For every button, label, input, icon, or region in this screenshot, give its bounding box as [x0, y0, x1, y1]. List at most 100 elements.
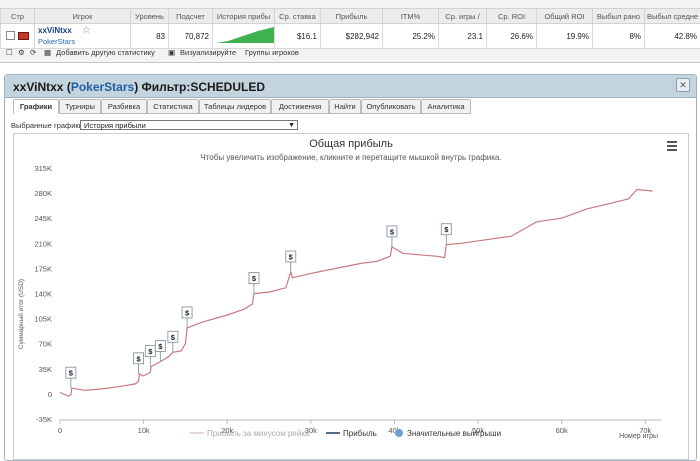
big-win-flag[interactable]: [386, 225, 398, 238]
y-tick-label: 245K: [34, 214, 52, 223]
big-win-flag[interactable]: [181, 306, 193, 319]
refresh-icon[interactable]: ⟳: [30, 48, 37, 57]
panel-player-name: xxViNtxx: [13, 80, 64, 94]
y-tick-label: 315K: [34, 164, 52, 173]
col-header[interactable]: Общий ROI: [536, 8, 593, 24]
legend-item-net[interactable]: Прибыль за минусом рейка: [207, 429, 310, 438]
big-win-dollar-icon: $: [69, 369, 74, 378]
big-win-dollar-icon: $: [171, 333, 176, 342]
col-header[interactable]: Ср. игры /: [438, 8, 487, 24]
chevron-down-icon: ▼: [288, 122, 295, 129]
stats-header-row: Стр Игрок Уровень Подсчет История прибы …: [0, 8, 700, 24]
big-win-dollar-icon: $: [252, 274, 257, 283]
tab-charts[interactable]: Графики: [13, 99, 59, 114]
col-header[interactable]: Уровень: [130, 8, 169, 24]
big-win-dollar-icon: $: [185, 308, 190, 317]
avg-roi-cell: 26.6%: [486, 23, 537, 49]
big-win-flag[interactable]: [440, 223, 452, 236]
big-win-dollar-icon: $: [137, 354, 142, 363]
count-cell: 70,872: [168, 23, 213, 49]
y-tick-label: 140K: [34, 290, 52, 299]
stats-table: Стр Игрок Уровень Подсчет История прибы …: [0, 8, 700, 49]
x-ticks: 0 10k 20k 30k 40k 50k 60k 70k: [58, 419, 662, 435]
big-win-flag[interactable]: [65, 366, 77, 379]
big-win-dollar-icon: $: [158, 342, 163, 351]
big-win-dollar-icon: $: [444, 225, 449, 234]
legend-item-wins[interactable]: Значительные выигрыши: [407, 429, 501, 438]
chart-subtitle: Чтобы увеличить изображение, кликните и …: [200, 153, 501, 162]
y-tick-label: 70K: [39, 340, 52, 349]
tab-find[interactable]: Найти: [329, 99, 361, 114]
table-row[interactable]: xxViNtxx PokerStars 83 70,872 $16.1 $282…: [0, 23, 700, 49]
menu-bar: [667, 141, 677, 143]
tab-statistics[interactable]: Статистика: [147, 99, 199, 114]
col-header[interactable]: Игрок: [34, 8, 131, 24]
x-tick-label: 50k: [472, 426, 484, 435]
checkbox-toggle-icon[interactable]: ☐: [6, 48, 13, 57]
tab-tournaments[interactable]: Турниры: [59, 99, 101, 114]
visualize-button[interactable]: Визуализируйте: [180, 48, 237, 57]
player-room-link[interactable]: PokerStars: [38, 37, 76, 46]
col-header[interactable]: Прибыль: [320, 8, 383, 24]
big-win-flag[interactable]: [154, 340, 166, 353]
tab-publish[interactable]: Опубликовать: [361, 99, 421, 114]
tab-analytics[interactable]: Аналитика: [421, 99, 471, 114]
stats-area: Стр Игрок Уровень Подсчет История прибы …: [0, 0, 700, 63]
col-header[interactable]: Стр: [0, 8, 35, 24]
big-win-dollar-icon: $: [289, 252, 294, 261]
player-name-link[interactable]: xxViNtxx: [38, 26, 72, 35]
big-win-flag[interactable]: [248, 272, 260, 284]
x-tick-label: 60k: [556, 426, 568, 435]
menu-bar: [667, 145, 677, 147]
sparkline-area: [216, 27, 274, 43]
big-win-flag[interactable]: [167, 330, 179, 343]
tab-breakdown[interactable]: Разбивка: [101, 99, 147, 114]
chart-frame: Общая прибыль Чтобы увеличить изображени…: [13, 133, 689, 460]
x-tick-label: 30k: [305, 426, 317, 435]
panel-room-link[interactable]: PokerStars: [70, 80, 135, 94]
profit-chart[interactable]: Общая прибыль Чтобы увеличить изображени…: [14, 134, 688, 459]
x-tick-label: 40k: [388, 426, 400, 435]
big-win-dollar-icon: $: [148, 347, 153, 356]
y-tick-label: 35K: [39, 365, 52, 374]
legend: Прибыль за минусом рейка Прибыль Значите…: [190, 429, 501, 438]
chart-select[interactable]: История прибыли ▼: [80, 120, 298, 130]
col-header[interactable]: Подсчет: [168, 8, 213, 24]
col-header[interactable]: Выбыл средне: [644, 8, 700, 24]
big-win-flag[interactable]: [133, 352, 144, 365]
col-header[interactable]: Ср. ставка: [274, 8, 321, 24]
player-groups-button[interactable]: Группы игроков: [245, 48, 299, 57]
legend-item-profit[interactable]: Прибыль: [343, 429, 377, 438]
add-stats-button[interactable]: Добавить другую статистику: [56, 48, 155, 57]
big-win-dollar-icon: $: [390, 227, 395, 236]
favorite-star-icon[interactable]: ☆: [82, 25, 91, 36]
y-axis-label: Суммарный итог (USD): [17, 279, 25, 349]
level-cell: 83: [130, 23, 169, 49]
row-checkbox[interactable]: [6, 30, 16, 40]
chart-menu-icon[interactable]: [667, 141, 677, 151]
player-cell[interactable]: xxViNtxx PokerStars: [34, 23, 131, 49]
col-header[interactable]: ITM%: [382, 8, 439, 24]
chart-icon: ▣: [168, 48, 176, 57]
chart-markers: $ $ $ $ $ $ $ $ $ $: [65, 223, 452, 389]
profit-line: [59, 188, 653, 397]
col-header[interactable]: Ср. ROI: [486, 8, 537, 24]
flag-icon: [17, 31, 29, 40]
tab-leaderboards[interactable]: Таблицы лидеров: [199, 99, 271, 114]
early-out-cell: 8%: [592, 23, 645, 49]
big-win-flag[interactable]: [285, 250, 297, 263]
sparkline: [216, 27, 274, 43]
x-tick-label: 70k: [639, 426, 651, 435]
settings-icon[interactable]: ⚙: [18, 48, 25, 57]
col-header[interactable]: История прибы: [212, 8, 275, 24]
panel-header: xxViNtxx (PokerStars) Фильтр:SCHEDULED ✕: [5, 75, 696, 98]
chart-select-label: Выбранные графики:: [11, 121, 85, 130]
tab-achievements[interactable]: Достижения: [271, 99, 329, 114]
chart-series: [59, 188, 653, 397]
close-icon[interactable]: ✕: [676, 78, 690, 92]
y-ticks: -35K 0 35K 70K 105K 140K 175K 210K 245K 280K 315K: [34, 164, 52, 424]
col-header[interactable]: Выбыл рано: [592, 8, 645, 24]
row-select-cell[interactable]: [0, 23, 35, 49]
chart-title: Общая прибыль: [309, 138, 393, 150]
profit-history-cell: [212, 23, 275, 49]
